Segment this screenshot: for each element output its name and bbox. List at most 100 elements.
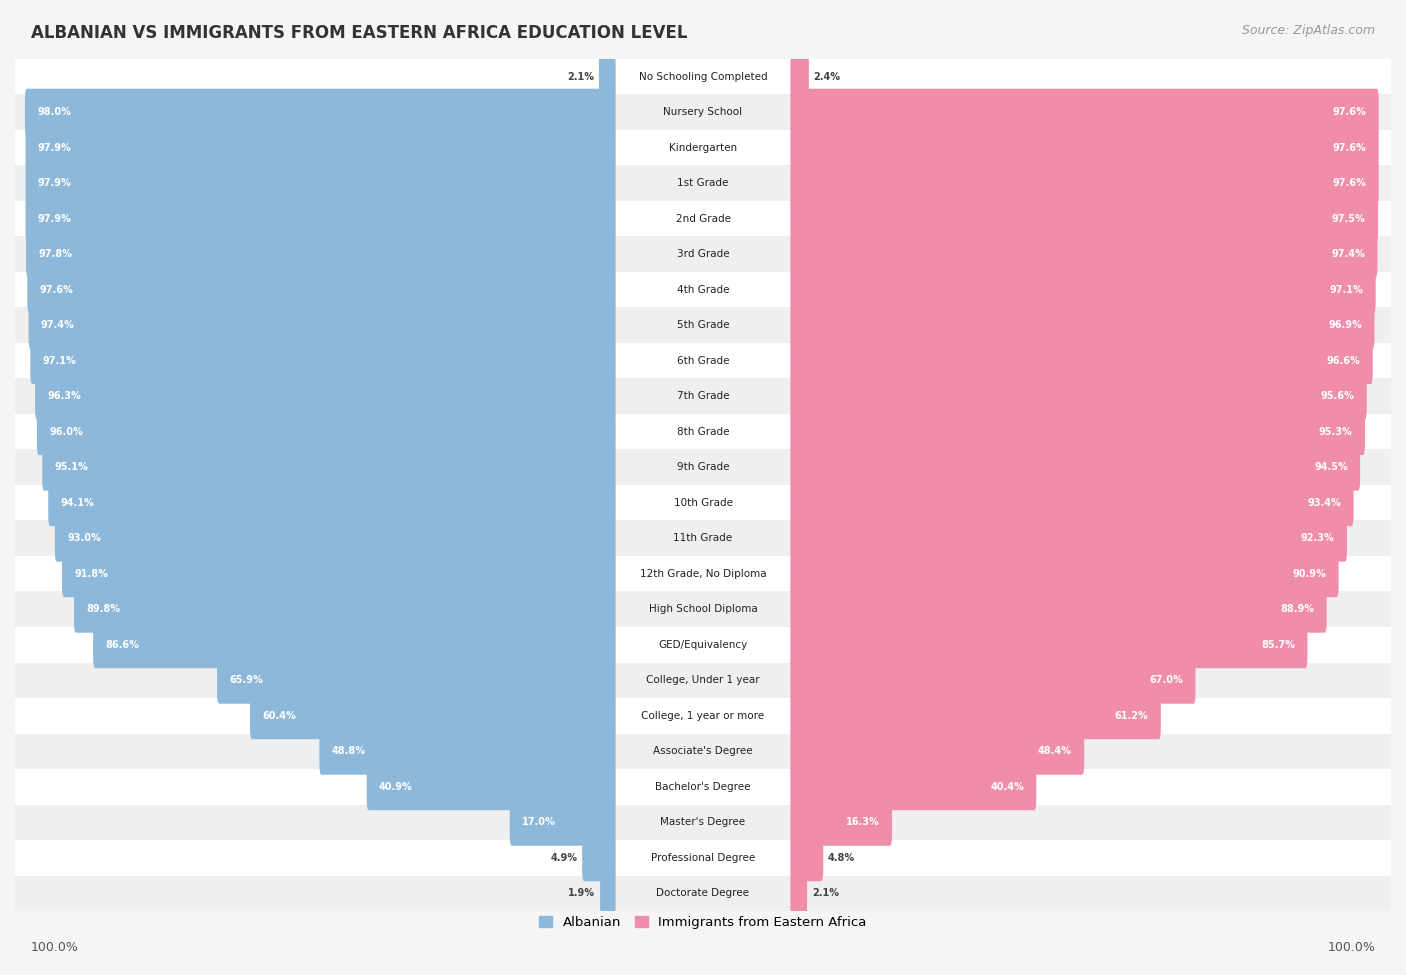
FancyBboxPatch shape <box>27 266 616 313</box>
FancyBboxPatch shape <box>367 763 616 810</box>
FancyBboxPatch shape <box>790 515 1347 562</box>
Text: 93.4%: 93.4% <box>1308 497 1341 508</box>
Bar <box>15 627 1391 663</box>
FancyBboxPatch shape <box>25 160 616 207</box>
FancyBboxPatch shape <box>790 231 1378 278</box>
Bar <box>15 592 1391 627</box>
Text: 97.6%: 97.6% <box>1333 142 1367 153</box>
Text: 86.6%: 86.6% <box>105 640 139 649</box>
Text: 10th Grade: 10th Grade <box>673 497 733 508</box>
FancyBboxPatch shape <box>790 444 1360 490</box>
Text: 5th Grade: 5th Grade <box>676 320 730 331</box>
Bar <box>15 307 1391 343</box>
Text: 85.7%: 85.7% <box>1261 640 1295 649</box>
FancyBboxPatch shape <box>790 54 808 100</box>
Text: 97.6%: 97.6% <box>1333 178 1367 188</box>
FancyBboxPatch shape <box>25 89 616 136</box>
Text: 93.0%: 93.0% <box>67 533 101 543</box>
Text: 1.9%: 1.9% <box>568 888 595 898</box>
FancyBboxPatch shape <box>790 799 891 845</box>
FancyBboxPatch shape <box>790 266 1375 313</box>
FancyBboxPatch shape <box>62 550 616 597</box>
Text: 97.6%: 97.6% <box>1333 107 1367 117</box>
FancyBboxPatch shape <box>35 372 616 419</box>
FancyBboxPatch shape <box>790 124 1379 171</box>
FancyBboxPatch shape <box>27 231 616 278</box>
Bar <box>15 58 1391 95</box>
Text: 98.0%: 98.0% <box>38 107 72 117</box>
FancyBboxPatch shape <box>582 835 616 881</box>
Text: 2.4%: 2.4% <box>814 71 841 82</box>
FancyBboxPatch shape <box>790 195 1378 242</box>
FancyBboxPatch shape <box>93 621 616 668</box>
Bar <box>15 556 1391 592</box>
Legend: Albanian, Immigrants from Eastern Africa: Albanian, Immigrants from Eastern Africa <box>534 911 872 934</box>
Text: Master's Degree: Master's Degree <box>661 817 745 828</box>
Text: Doctorate Degree: Doctorate Degree <box>657 888 749 898</box>
Text: 94.5%: 94.5% <box>1315 462 1348 472</box>
Bar <box>15 521 1391 556</box>
Text: 100.0%: 100.0% <box>31 941 79 954</box>
FancyBboxPatch shape <box>790 728 1084 775</box>
Text: 96.9%: 96.9% <box>1329 320 1362 331</box>
Text: Nursery School: Nursery School <box>664 107 742 117</box>
Text: No Schooling Completed: No Schooling Completed <box>638 71 768 82</box>
Text: 97.5%: 97.5% <box>1331 214 1365 223</box>
Text: 40.9%: 40.9% <box>380 782 413 792</box>
Bar <box>15 378 1391 414</box>
Text: 96.6%: 96.6% <box>1327 356 1361 366</box>
Text: 65.9%: 65.9% <box>229 676 263 685</box>
Text: 97.4%: 97.4% <box>1331 250 1365 259</box>
FancyBboxPatch shape <box>790 657 1195 704</box>
Text: 88.9%: 88.9% <box>1281 604 1315 614</box>
FancyBboxPatch shape <box>790 621 1308 668</box>
Text: 40.4%: 40.4% <box>990 782 1024 792</box>
Text: 89.8%: 89.8% <box>86 604 121 614</box>
Text: 4.8%: 4.8% <box>828 853 855 863</box>
FancyBboxPatch shape <box>790 89 1379 136</box>
FancyBboxPatch shape <box>790 337 1372 384</box>
Text: 6th Grade: 6th Grade <box>676 356 730 366</box>
Bar <box>15 343 1391 378</box>
Text: 92.3%: 92.3% <box>1301 533 1334 543</box>
FancyBboxPatch shape <box>48 480 616 526</box>
Text: 97.8%: 97.8% <box>38 250 72 259</box>
Bar <box>15 840 1391 876</box>
Bar <box>15 201 1391 236</box>
Text: 11th Grade: 11th Grade <box>673 533 733 543</box>
FancyBboxPatch shape <box>250 692 616 739</box>
FancyBboxPatch shape <box>790 480 1354 526</box>
Text: 97.9%: 97.9% <box>38 142 72 153</box>
Bar <box>15 95 1391 130</box>
FancyBboxPatch shape <box>790 160 1379 207</box>
Bar <box>15 272 1391 307</box>
Text: 97.6%: 97.6% <box>39 285 73 294</box>
Text: Professional Degree: Professional Degree <box>651 853 755 863</box>
Bar <box>15 449 1391 485</box>
Bar <box>15 663 1391 698</box>
FancyBboxPatch shape <box>790 835 824 881</box>
Text: 17.0%: 17.0% <box>522 817 555 828</box>
FancyBboxPatch shape <box>600 870 616 916</box>
Text: GED/Equivalency: GED/Equivalency <box>658 640 748 649</box>
Text: 8th Grade: 8th Grade <box>676 427 730 437</box>
Text: 96.3%: 96.3% <box>48 391 82 401</box>
FancyBboxPatch shape <box>790 870 807 916</box>
Text: 95.1%: 95.1% <box>55 462 89 472</box>
FancyBboxPatch shape <box>37 409 616 455</box>
FancyBboxPatch shape <box>42 444 616 490</box>
Text: 60.4%: 60.4% <box>263 711 297 721</box>
Text: 61.2%: 61.2% <box>1115 711 1149 721</box>
FancyBboxPatch shape <box>790 586 1327 633</box>
FancyBboxPatch shape <box>790 692 1161 739</box>
FancyBboxPatch shape <box>599 54 616 100</box>
Bar <box>15 130 1391 166</box>
Bar <box>15 876 1391 911</box>
Text: 90.9%: 90.9% <box>1292 568 1326 579</box>
FancyBboxPatch shape <box>790 301 1375 349</box>
Text: 97.1%: 97.1% <box>42 356 76 366</box>
FancyBboxPatch shape <box>25 124 616 171</box>
Text: 95.6%: 95.6% <box>1320 391 1354 401</box>
Text: Bachelor's Degree: Bachelor's Degree <box>655 782 751 792</box>
Text: 94.1%: 94.1% <box>60 497 94 508</box>
